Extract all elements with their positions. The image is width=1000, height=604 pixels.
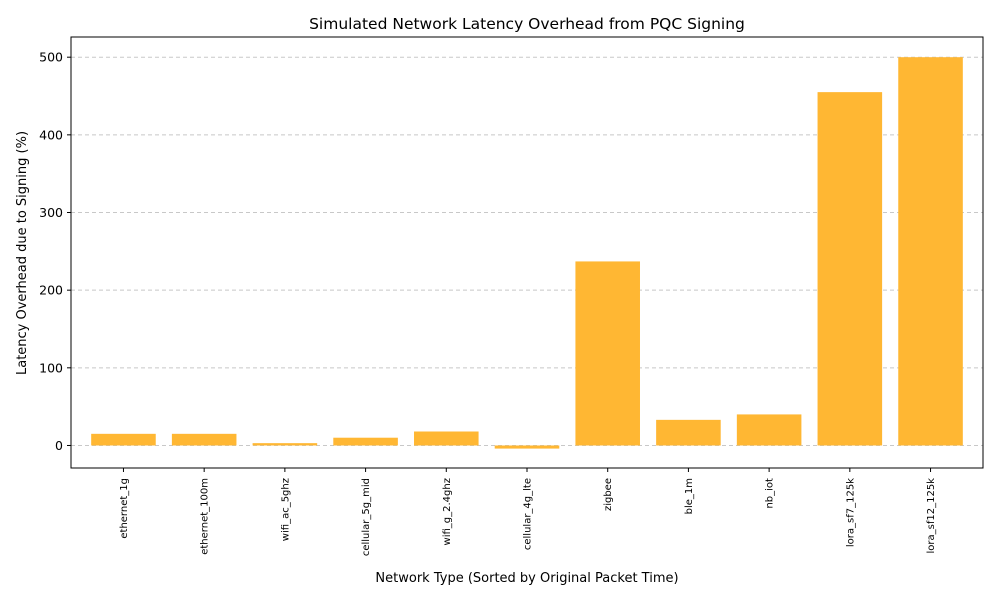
y-axis-label: Latency Overhead due to Signing (%): [15, 131, 30, 375]
y-tick-label: 400: [39, 127, 63, 142]
bar-wifi_ac_5ghz: [252, 443, 318, 446]
x-ticks: ethernet_1g ethernet_100m wifi_ac_5ghz cell…: [119, 468, 937, 556]
x-tick-label-zigbee: zigbee: [603, 478, 614, 511]
chart-title: Simulated Network Latency Overhead from …: [309, 15, 745, 33]
y-tick-label: 200: [39, 283, 63, 298]
x-tick-label-ble_1m: ble_1m: [684, 478, 695, 514]
x-tick-label-lora_sf7_125k: lora_sf7_125k: [845, 478, 856, 547]
bar-nb_iot: [736, 414, 802, 446]
x-tick-label-wifi_ac_5ghz: wifi_ac_5ghz: [280, 478, 291, 541]
bar-ethernet_100m: [171, 433, 237, 446]
bar-lora_sf7_125k: [817, 92, 883, 446]
x-tick-label-ethernet_1g: ethernet_1g: [119, 478, 130, 539]
y-tick-label: 0: [55, 438, 63, 453]
bar-ble_1m: [656, 419, 721, 446]
x-tick-label-lora_sf12_125k: lora_sf12_125k: [926, 478, 937, 554]
bar-zigbee: [575, 261, 640, 446]
x-tick-label-cellular_5g_mid: cellular_5g_mid: [361, 478, 372, 556]
x-axis-label: Network Type (Sorted by Original Packet …: [375, 571, 678, 586]
bar-cellular_4g_lte: [494, 445, 560, 449]
y-ticks: 0 100 200 300 400 500: [39, 50, 71, 453]
x-tick-label-cellular_4g_lte: cellular_4g_lte: [523, 478, 534, 550]
bars: [91, 57, 963, 449]
x-tick-label-wifi_g_2.4ghz: wifi_g_2.4ghz: [442, 478, 453, 545]
x-tick-label-nb_iot: nb_iot: [765, 478, 776, 509]
x-tick-label-ethernet_100m: ethernet_100m: [200, 478, 211, 555]
y-tick-label: 300: [39, 205, 63, 220]
bar-lora_sf12_125k: [898, 57, 963, 446]
bar-cellular_5g_mid: [333, 437, 398, 446]
y-tick-label: 500: [39, 50, 63, 65]
bar-wifi_g_2.4ghz: [414, 431, 479, 446]
y-tick-label: 100: [39, 360, 63, 375]
bar-ethernet_1g: [91, 433, 156, 446]
